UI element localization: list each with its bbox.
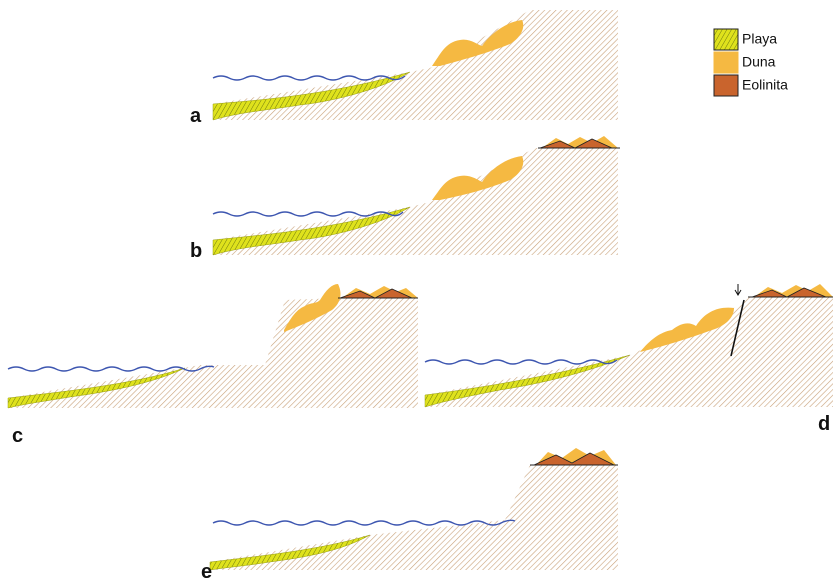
legend-swatch [714,75,738,96]
panel-label: d [818,413,830,435]
legend-label: Playa [742,31,777,47]
panel-label: a [190,105,202,127]
legend: Playa Duna Eolinita [714,29,788,96]
panel-c: c [8,284,418,447]
diagram: a b c d [0,0,833,578]
panel-e: e [201,448,618,578]
panel-b: b [190,136,620,262]
panel-label: c [12,425,23,447]
legend-label: Eolinita [742,77,788,93]
fault-arrow [735,284,741,295]
panel-label: b [190,240,202,262]
panel-label: e [201,561,212,578]
legend-label: Duna [742,54,776,70]
legend-swatch [714,29,738,50]
legend-swatch [714,52,738,73]
panel-a: a [190,10,618,127]
panel-d: d [425,284,833,435]
